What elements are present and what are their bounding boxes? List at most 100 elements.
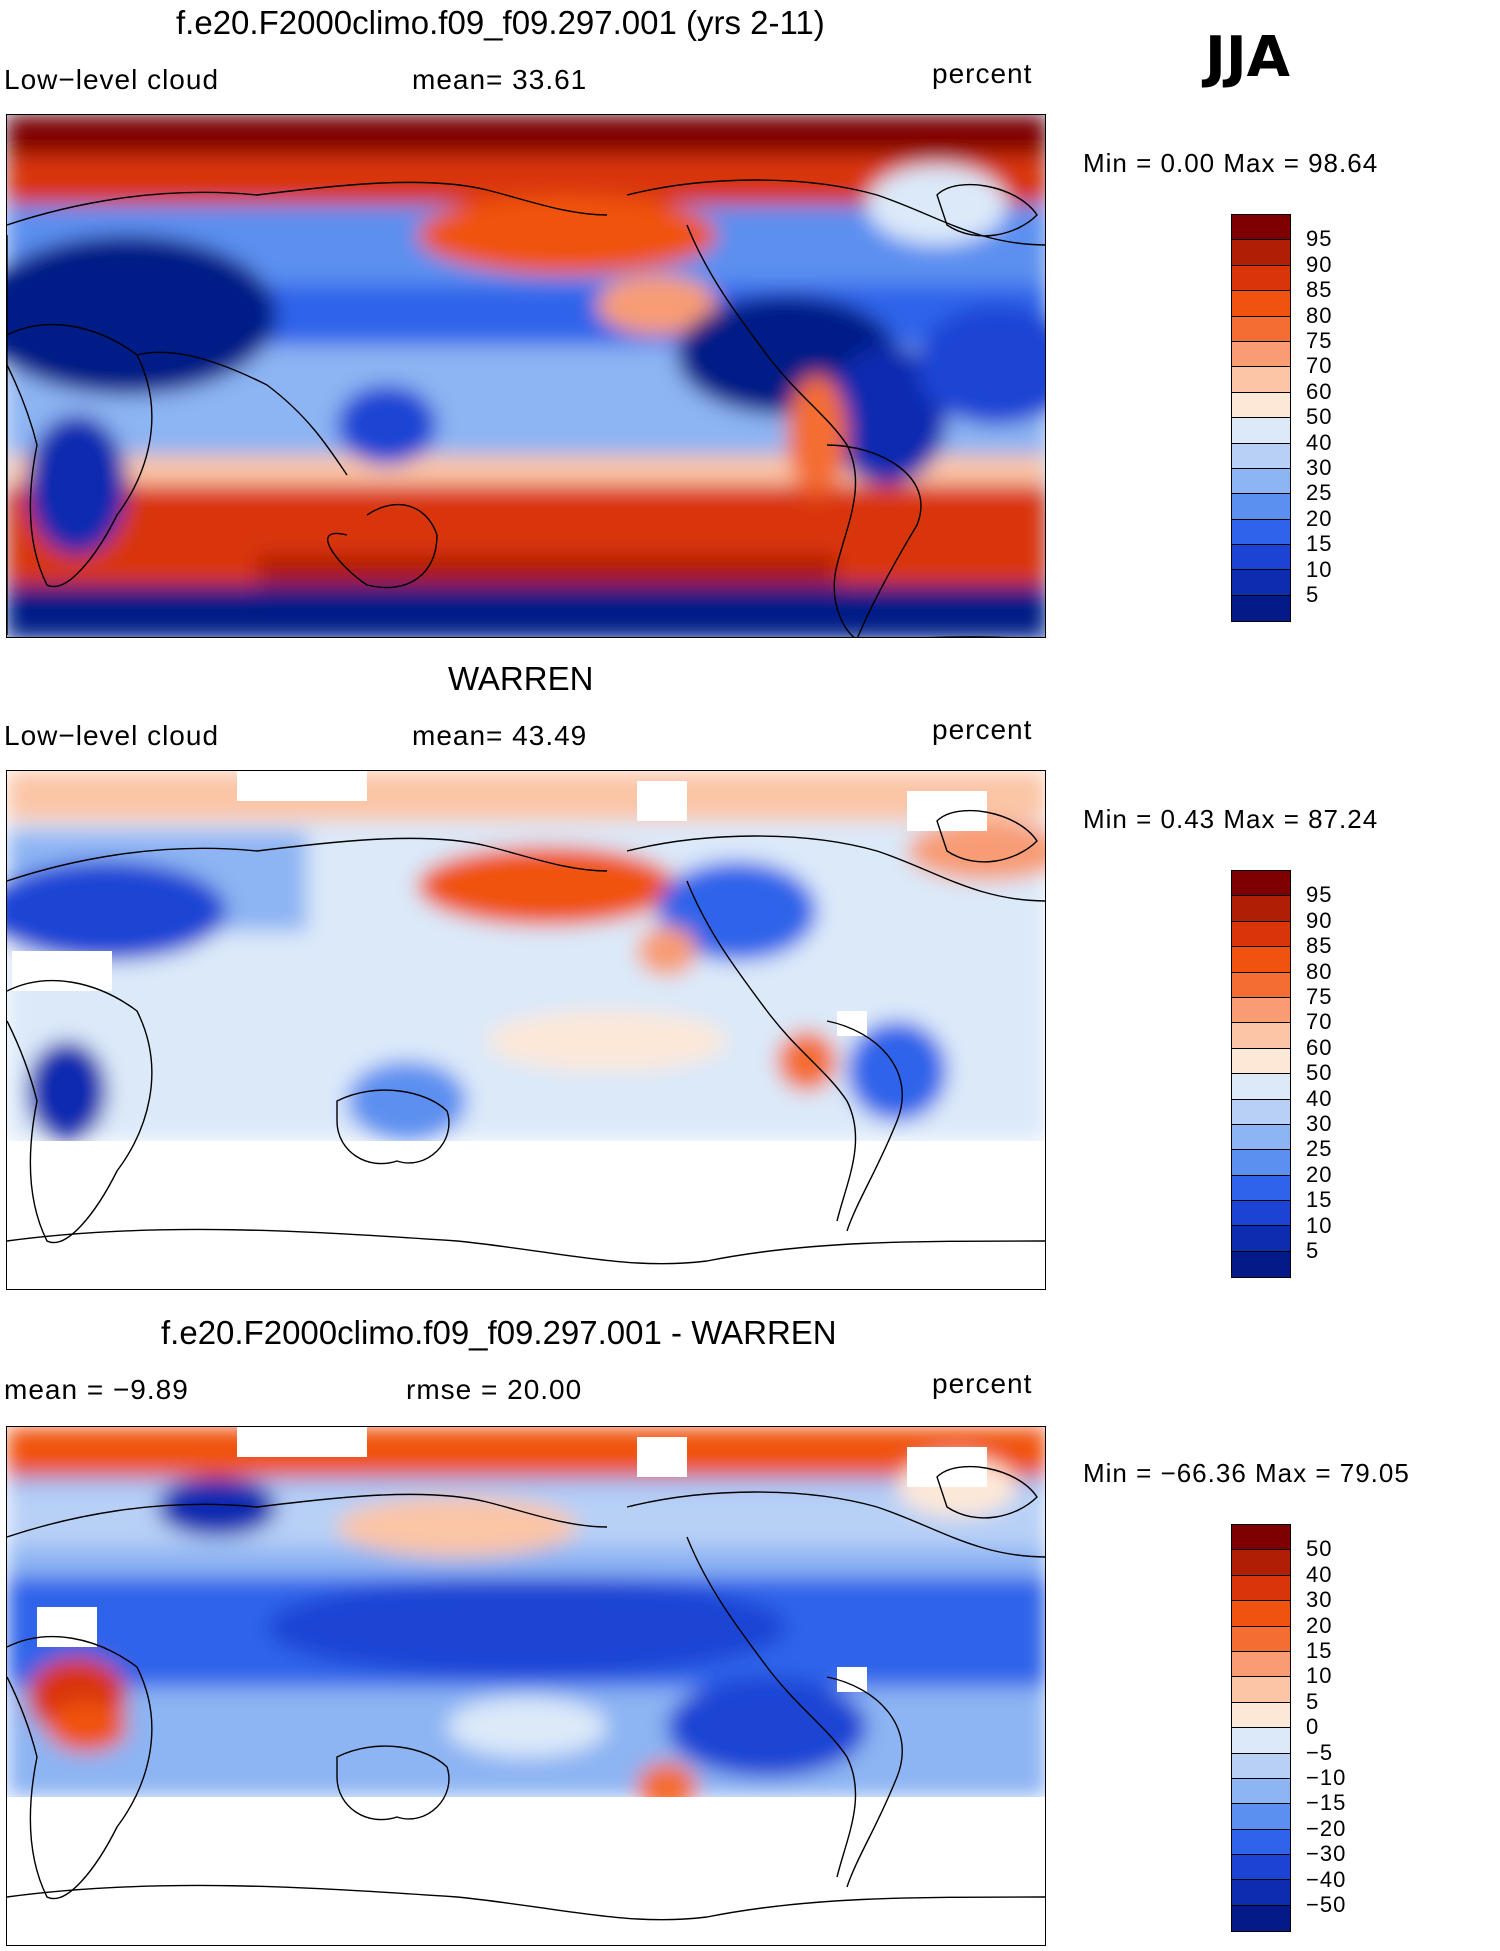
colorbar-box [1232, 1753, 1290, 1779]
colorbar-tick-label: 20 [1306, 1161, 1333, 1187]
colorbar-box [1232, 215, 1290, 241]
colorbar-tick-label: 30 [1306, 1111, 1333, 1136]
colorbar-box [1232, 947, 1290, 973]
colorbar-box [1232, 896, 1290, 922]
colorbar-tick-label: −5 [1306, 1739, 1334, 1765]
colorbar-tick-label: 20 [1306, 1612, 1333, 1638]
colorbar-box [1232, 570, 1290, 596]
colorbar-box [1232, 265, 1290, 292]
colorbar-tick-label: −20 [1306, 1815, 1347, 1841]
panel-3-units: percent [932, 1368, 1033, 1399]
panel-3-map [6, 1426, 1046, 1946]
panel-2-variable-label: Low−level cloud [4, 720, 220, 751]
colorbar-box [1232, 1226, 1290, 1252]
season-label: JJA [1205, 25, 1291, 90]
colorbar-box [1232, 1201, 1290, 1227]
colorbar-tick-label: −30 [1306, 1841, 1347, 1867]
colorbar-tick-label: −50 [1306, 1892, 1347, 1917]
panel-3-colorbar [1231, 1524, 1291, 1933]
colorbar-box [1232, 1804, 1290, 1830]
colorbar-tick-label: 75 [1306, 328, 1333, 353]
colorbar-box [1232, 494, 1290, 520]
colorbar-box [1232, 1124, 1290, 1151]
colorbar-tick-label: 30 [1306, 455, 1333, 480]
colorbar-tick-label: −40 [1306, 1866, 1347, 1892]
colorbar-tick-label: 5 [1306, 1688, 1320, 1714]
colorbar-tick-label: 50 [1306, 1536, 1333, 1562]
colorbar-tick-label: 25 [1306, 480, 1333, 506]
colorbar-tick-label: 60 [1306, 1034, 1333, 1060]
colorbar-box [1232, 1150, 1290, 1176]
colorbar-box [1232, 1099, 1290, 1125]
panel-1-map [6, 114, 1046, 638]
colorbar-box [1232, 392, 1290, 419]
colorbar-tick-label: 90 [1306, 251, 1333, 277]
colorbar-box [1232, 1023, 1290, 1049]
colorbar-box [1232, 871, 1290, 897]
colorbar-box [1232, 240, 1290, 266]
panel-2-minmax: Min = 0.43 Max = 87.24 [1083, 804, 1379, 834]
colorbar-tick-label: 95 [1306, 226, 1333, 252]
panel-2-colorbar [1231, 870, 1291, 1279]
colorbar-tick-label: 40 [1306, 1561, 1333, 1587]
colorbar-tick-label: 85 [1306, 277, 1333, 303]
panel-3-coastlines [7, 1465, 1045, 1921]
panel-1-mean: mean= 33.61 [412, 64, 588, 95]
colorbar-box [1232, 595, 1290, 622]
panel-1-coastlines [7, 179, 1045, 637]
panel-2-units: percent [932, 714, 1033, 745]
colorbar-box [1232, 341, 1290, 368]
colorbar-tick-label: 70 [1306, 353, 1333, 379]
colorbar-box [1232, 1778, 1290, 1805]
colorbar-tick-label: 75 [1306, 984, 1333, 1009]
panel-3-rmse: rmse = 20.00 [406, 1374, 583, 1405]
panel-1-minmax: Min = 0.00 Max = 98.64 [1083, 148, 1379, 178]
colorbar-tick-label: 80 [1306, 958, 1333, 984]
colorbar-box [1232, 1550, 1290, 1576]
panel-3-mean: mean = −9.89 [4, 1374, 189, 1405]
panel-1-title: f.e20.F2000climo.f09_f09.297.001 (yrs 2-… [176, 4, 825, 41]
colorbar-box [1232, 519, 1290, 546]
colorbar-box [1232, 1702, 1290, 1729]
colorbar-tick-label: 15 [1306, 1187, 1333, 1213]
panel-2-title: WARREN [448, 660, 594, 697]
panel-2-map-svg [7, 771, 1045, 1289]
colorbar-box [1232, 1175, 1290, 1202]
panel-1-units: percent [932, 58, 1033, 89]
colorbar-tick-label: 50 [1306, 1060, 1333, 1086]
colorbar-tick-label: 10 [1306, 1212, 1333, 1238]
colorbar-tick-label: 30 [1306, 1587, 1333, 1613]
colorbar-tick-label: 80 [1306, 302, 1333, 328]
colorbar-tick-label: 40 [1306, 429, 1333, 455]
colorbar-box [1232, 418, 1290, 444]
colorbar-tick-label: 25 [1306, 1136, 1333, 1162]
panel-3-map-svg [7, 1427, 1045, 1945]
panel-1-map-svg [7, 115, 1045, 637]
colorbar-tick-label: 40 [1306, 1085, 1333, 1111]
colorbar-tick-label: 95 [1306, 882, 1333, 908]
colorbar-tick-label: 85 [1306, 933, 1333, 959]
panel-2-coastlines [7, 809, 1045, 1265]
colorbar-box [1232, 1829, 1290, 1856]
colorbar-box [1232, 468, 1290, 495]
colorbar-tick-label: 10 [1306, 556, 1333, 582]
colorbar-box [1232, 1074, 1290, 1100]
colorbar-box [1232, 1601, 1290, 1627]
colorbar-box [1232, 1626, 1290, 1652]
colorbar-tick-label: −15 [1306, 1790, 1347, 1816]
panel-1-colorbar [1231, 214, 1291, 623]
colorbar-tick-label: 90 [1306, 907, 1333, 933]
colorbar-tick-label: 50 [1306, 404, 1333, 430]
colorbar-tick-label: 15 [1306, 531, 1333, 557]
colorbar-box [1232, 1525, 1290, 1551]
colorbar-box [1232, 316, 1290, 342]
panel-3-minmax: Min = −66.36 Max = 79.05 [1083, 1458, 1410, 1488]
colorbar-box [1232, 545, 1290, 571]
colorbar-tick-label: 15 [1306, 1638, 1333, 1663]
colorbar-box [1232, 997, 1290, 1024]
colorbar-tick-label: 0 [1306, 1714, 1320, 1740]
colorbar-box [1232, 367, 1290, 393]
colorbar-tick-label: 10 [1306, 1663, 1333, 1689]
colorbar-box [1232, 1575, 1290, 1602]
colorbar-box [1232, 291, 1290, 317]
